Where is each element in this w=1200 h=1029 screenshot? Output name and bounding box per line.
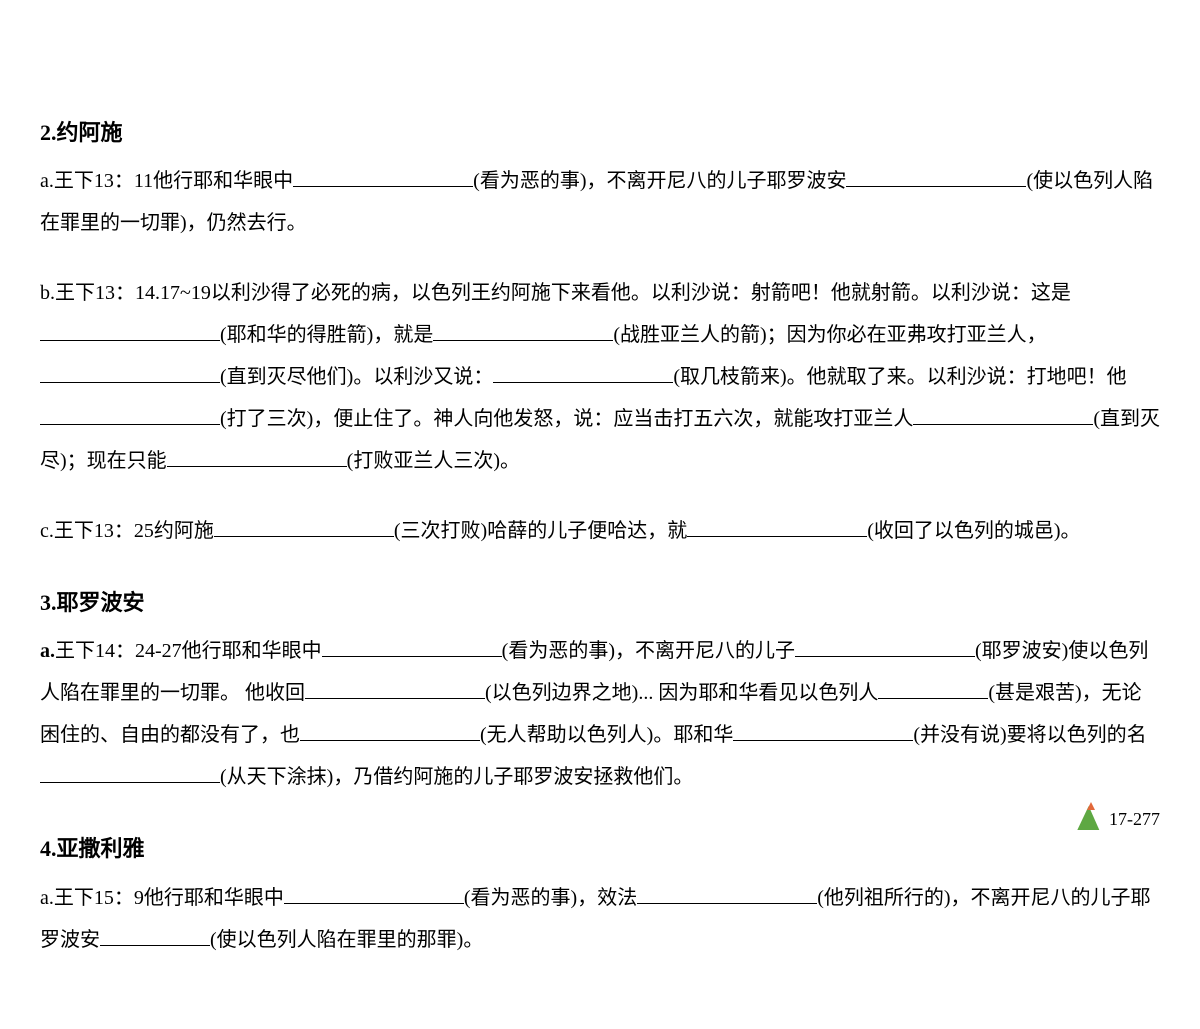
worksheet-item: a.王下15：9他行耶和华眼中(看为恶的事)，效法(他列祖所行的)，不离开尼八的… [40,877,1160,961]
item-text: (无人帮助以色列人)。耶和华 [480,724,733,746]
item-text: (以色列边界之地)... 因为耶和华看见以色列人 [485,682,878,704]
fill-blank[interactable] [100,922,210,946]
item-prefix: a. [40,887,54,909]
page-footer: 17-277 [1077,804,1160,830]
fill-blank[interactable] [305,675,485,699]
fill-blank[interactable] [40,317,220,341]
page-number: 17-277 [1109,809,1160,830]
worksheet-item: c.王下13：25约阿施 (三次打败)哈薛的儿子便哈达，就 (收回了以色列的城邑)。 [40,510,1160,552]
worksheet-item: a.王下14：24-27他行耶和华眼中(看为恶的事)，不离开尼八的儿子(耶罗波安… [40,630,1160,798]
item-text: (直到灭尽他们)。以利沙又说： [220,366,493,388]
item-prefix: c. [40,520,54,542]
item-prefix: b. [40,282,55,304]
item-text: (看为恶的事)，不离开尼八的儿子耶罗波安 [473,170,846,192]
fill-blank[interactable] [167,443,347,467]
fill-blank[interactable] [322,633,502,657]
fill-blank[interactable] [40,401,220,425]
item-text: (从天下涂抹)，乃借约阿施的儿子耶罗波安拯救他们。 [220,766,693,788]
item-text: 王下15：9他行耶和华眼中 [54,887,284,909]
item-text: (战胜亚兰人的箭)；因为你必在亚弗攻打亚兰人， [613,324,1046,346]
section-heading: 2.约阿施 [40,110,1160,156]
item-text: (看为恶的事)，不离开尼八的儿子 [502,640,795,662]
section-heading: 4.亚撒利雅 [40,826,1160,872]
fill-blank[interactable] [795,633,975,657]
item-prefix: a. [40,170,54,192]
item-text: 王下13：11他行耶和华眼中 [54,170,293,192]
fill-blank[interactable] [493,359,673,383]
fill-blank[interactable] [913,401,1093,425]
worksheet-item: b.王下13：14.17~19以利沙得了必死的病，以色列王约阿施下来看他。以利沙… [40,272,1160,482]
fill-blank[interactable] [214,513,394,537]
fill-blank[interactable] [846,163,1026,187]
fill-blank[interactable] [40,759,220,783]
section-heading: 3.耶罗波安 [40,580,1160,626]
fill-blank[interactable] [40,359,220,383]
fill-blank[interactable] [293,163,473,187]
item-text: (耶和华的得胜箭)，就是 [220,324,433,346]
fill-blank[interactable] [300,717,480,741]
item-text: 王下14：24-27他行耶和华眼中 [55,640,322,662]
item-text: (使以色列人陷在罪里的那罪)。 [210,929,483,951]
fill-blank[interactable] [637,880,817,904]
item-text: (收回了以色列的城邑)。 [867,520,1080,542]
item-text: (并没有说)要将以色列的名 [913,724,1146,746]
item-text: (打了三次)，便止住了。神人向他发怒，说：应当击打五六次，就能攻打亚兰人 [220,408,913,430]
item-text: 王下13：25约阿施 [54,520,214,542]
item-text: 王下13：14.17~19以利沙得了必死的病，以色列王约阿施下来看他。以利沙说：… [55,282,1071,304]
item-text: (打败亚兰人三次)。 [347,450,520,472]
fill-blank[interactable] [433,317,613,341]
item-text: (取几枝箭来)。他就取了来。以利沙说：打地吧！他 [673,366,1126,388]
fill-blank[interactable] [878,675,988,699]
fill-blank[interactable] [687,513,867,537]
fill-blank[interactable] [284,880,464,904]
footer-logo-icon [1077,804,1103,830]
page-content: 2.约阿施a.王下13：11他行耶和华眼中(看为恶的事)，不离开尼八的儿子耶罗波… [0,0,1200,1029]
item-prefix: a. [40,640,55,662]
worksheet-item: a.王下13：11他行耶和华眼中(看为恶的事)，不离开尼八的儿子耶罗波安(使以色… [40,160,1160,244]
fill-blank[interactable] [733,717,913,741]
item-text: (三次打败)哈薛的儿子便哈达，就 [394,520,687,542]
item-text: (看为恶的事)，效法 [464,887,637,909]
